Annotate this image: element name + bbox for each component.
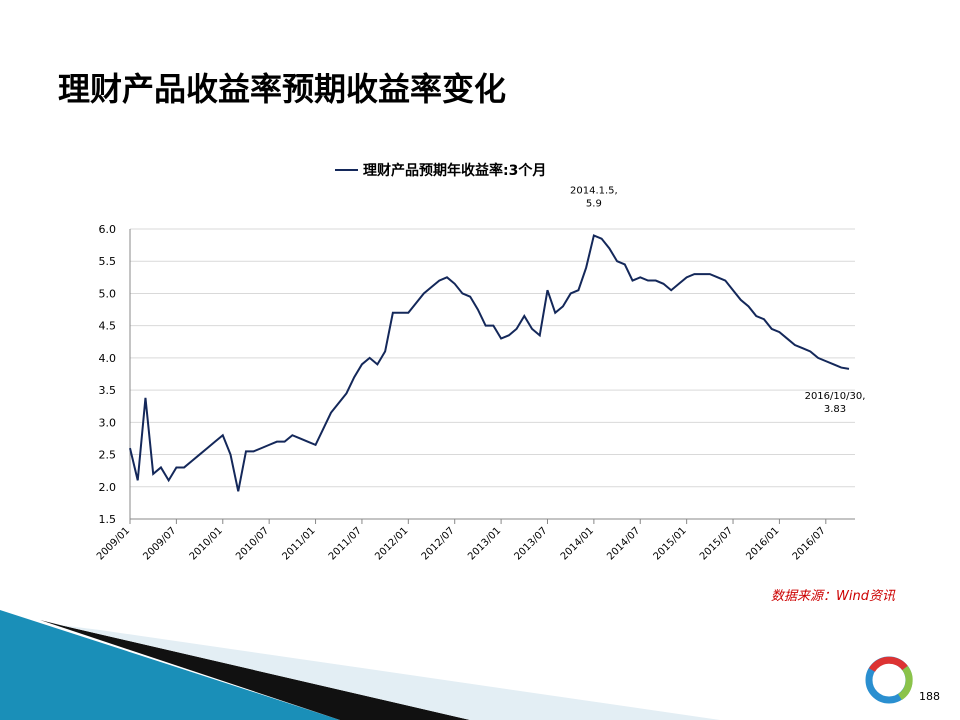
annotation: 5.9	[586, 198, 602, 209]
series-line	[129, 234, 850, 492]
y-tick-label: 6.0	[99, 223, 117, 236]
y-tick-label: 5.0	[99, 287, 117, 300]
legend-label: 理财产品预期年收益率:3个月	[363, 162, 546, 179]
x-tick-label: 2013/07	[512, 525, 549, 562]
x-tick-label: 2010/07	[234, 525, 271, 562]
x-tick-label: 2011/07	[327, 525, 364, 562]
y-tick-label: 2.5	[99, 449, 117, 462]
annotation: 2016/10/30,	[805, 391, 866, 402]
annotation: 3.83	[824, 404, 846, 415]
logo	[868, 656, 908, 673]
title: 理财产品收益率预期收益率变化	[58, 70, 506, 108]
x-tick-label: 2015/01	[652, 525, 689, 562]
y-tick-label: 2.0	[99, 481, 117, 494]
decor	[0, 610, 340, 720]
decor	[60, 625, 720, 720]
x-tick-label: 2012/01	[373, 525, 410, 562]
y-tick-label: 3.0	[99, 416, 117, 429]
logo	[897, 665, 913, 700]
annotation: 2014.1.5,	[570, 185, 618, 196]
x-tick-label: 2016/07	[791, 525, 828, 562]
page-number: 188	[919, 690, 940, 703]
y-tick-label: 5.5	[99, 255, 117, 268]
x-tick-label: 2013/01	[466, 525, 503, 562]
y-tick-label: 4.5	[99, 320, 117, 333]
source: 数据来源：Wind资讯	[771, 589, 896, 604]
x-tick-label: 2012/07	[420, 525, 457, 562]
x-tick-label: 2016/01	[744, 525, 781, 562]
x-tick-label: 2009/01	[95, 525, 132, 562]
y-tick-label: 3.5	[99, 384, 117, 397]
y-tick-label: 1.5	[99, 513, 117, 526]
x-tick-label: 2015/07	[698, 525, 735, 562]
chart: 1.5 2.0 2.5 3.0 3.5 4.0 4.5 5.0 5.5 6.0 2009/01 200…	[95, 162, 865, 562]
x-tick-label: 2014/01	[559, 525, 596, 562]
x-tick-label: 2014/07	[605, 525, 642, 562]
x-tick-label: 2010/01	[188, 525, 225, 562]
x-tick-label: 2009/07	[141, 525, 178, 562]
y-tick-label: 4.0	[99, 352, 117, 365]
x-tick-label: 2011/01	[281, 525, 318, 562]
